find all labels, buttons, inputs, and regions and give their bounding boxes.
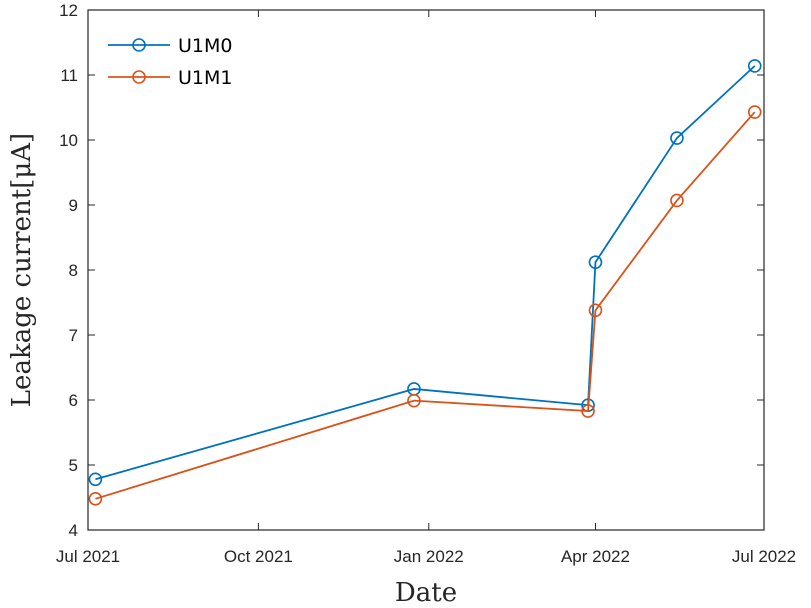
- legend-marker: [132, 70, 146, 84]
- axes-box: [87, 9, 765, 531]
- series-layer: [88, 59, 762, 506]
- data-point: [88, 472, 103, 487]
- series-line: [95, 111, 756, 500]
- y-tick-label: 12: [59, 1, 78, 20]
- legend-label: U1M0: [178, 35, 232, 57]
- x-tick-label: Jul 2021: [56, 547, 120, 566]
- data-point: [88, 491, 103, 506]
- data-point: [407, 393, 421, 408]
- data-point: [581, 404, 595, 418]
- data-point: [588, 303, 603, 318]
- legend-item: U1M1: [108, 67, 232, 89]
- data-point: [670, 193, 684, 208]
- y-tick-label: 8: [69, 261, 78, 280]
- series-u1m1: [88, 105, 762, 506]
- legend: U1M0 U1M1: [108, 35, 232, 89]
- y-tick-label: 5: [69, 456, 78, 475]
- y-tick-label: 6: [69, 391, 78, 410]
- series-line: [95, 65, 756, 481]
- y-tick-label: 7: [69, 326, 78, 345]
- y-tick-label: 4: [69, 521, 78, 540]
- legend-marker: [132, 38, 146, 52]
- x-tick-label: Apr 2022: [561, 547, 630, 566]
- data-point: [670, 131, 684, 145]
- plot-area: [88, 10, 764, 530]
- y-tick-label: 9: [69, 196, 78, 215]
- x-axis-title: Date: [395, 578, 457, 608]
- x-tick-label: Jan 2022: [394, 547, 464, 566]
- y-tick-label: 10: [59, 131, 78, 150]
- legend-label: U1M1: [178, 67, 232, 89]
- x-tick-label: Jul 2022: [732, 547, 796, 566]
- data-point: [588, 255, 603, 270]
- y-axis-title: Leakage current[μA]: [7, 133, 37, 407]
- x-tick-label: Oct 2021: [224, 547, 293, 566]
- legend-item: U1M0: [108, 35, 232, 57]
- tick-labels: Jul 2021 Oct 2021 Jan 2022 Apr 2022 Jul 2022…: [56, 1, 796, 566]
- data-point: [747, 59, 762, 73]
- data-point: [747, 105, 762, 119]
- y-tick-label: 11: [60, 66, 78, 85]
